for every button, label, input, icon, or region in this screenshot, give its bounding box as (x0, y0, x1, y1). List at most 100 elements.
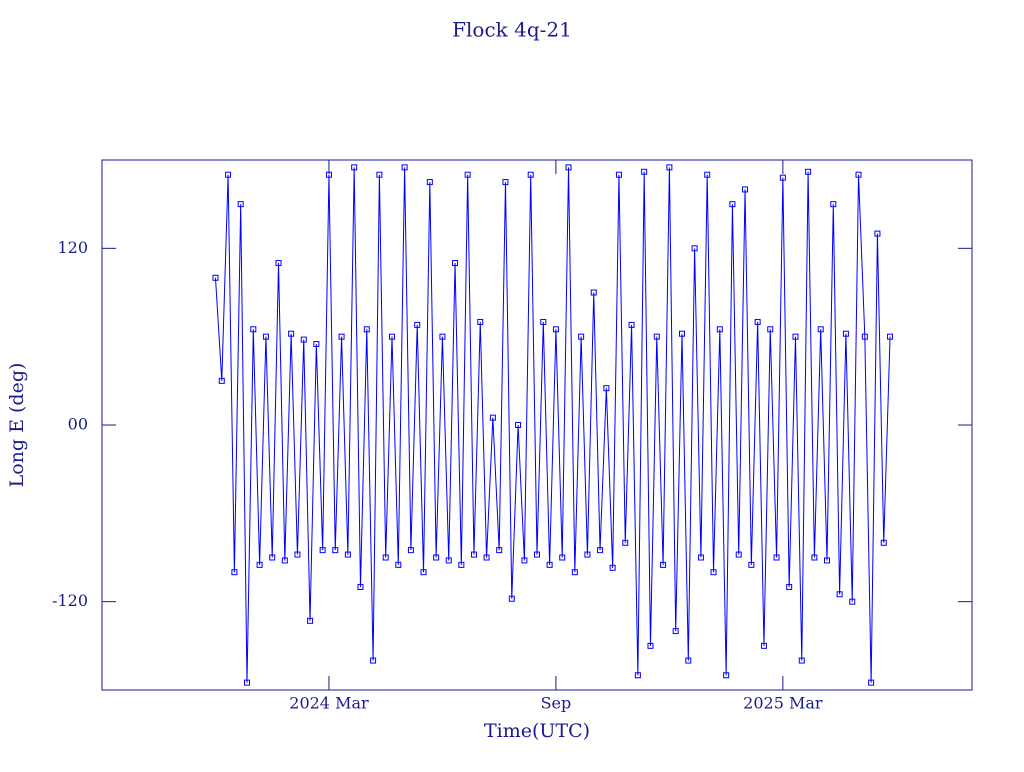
data-point (691, 245, 698, 252)
data-point (584, 551, 591, 558)
data-point (880, 539, 887, 546)
data-point (798, 657, 805, 664)
data-point (861, 333, 868, 340)
data-point (660, 561, 667, 568)
data-point (540, 318, 547, 325)
data-point (218, 377, 225, 384)
x-tick-label: 2024 Mar (289, 694, 369, 713)
data-point (697, 554, 704, 561)
x-axis-label: Time(UTC) (484, 720, 590, 742)
data-point (735, 551, 742, 558)
data-point (685, 657, 692, 664)
data-point (786, 583, 793, 590)
data-point (824, 557, 830, 564)
data-point (407, 547, 414, 554)
x-tick-label: Sep (541, 694, 572, 713)
data-point (716, 326, 723, 333)
data-point (836, 591, 843, 598)
data-point (679, 330, 685, 337)
data-point (641, 168, 648, 175)
data-point (370, 657, 377, 664)
data-point (389, 333, 395, 340)
data-point (855, 171, 862, 178)
data-point (534, 551, 540, 558)
data-point (792, 333, 799, 340)
data-point (357, 583, 364, 590)
data-point (262, 333, 269, 340)
data-point (376, 171, 383, 178)
data-point (874, 230, 881, 237)
data-point (338, 333, 345, 340)
data-point (830, 201, 837, 208)
data-point (294, 551, 301, 558)
data-point (439, 333, 446, 340)
y-axis-label: Long E (deg) (6, 363, 28, 488)
data-point (628, 321, 635, 328)
data-point (325, 171, 332, 178)
data-point (300, 336, 307, 343)
data-point (742, 186, 749, 193)
data-point (597, 547, 604, 554)
data-point (710, 569, 717, 576)
data-point (723, 672, 730, 679)
x-tick-label: 2025 Mar (743, 694, 823, 713)
data-point (313, 341, 320, 348)
data-point (237, 201, 244, 208)
chart-title: Flock 4q-21 (452, 18, 572, 42)
data-point (256, 561, 263, 568)
data-point (212, 274, 219, 281)
data-point (414, 321, 421, 328)
data-point (754, 318, 761, 325)
data-point (477, 318, 484, 325)
data-point (546, 561, 553, 568)
data-point (805, 168, 812, 175)
data-point (590, 289, 597, 296)
data-point (319, 547, 326, 554)
data-point (647, 642, 654, 649)
data-point (634, 672, 641, 679)
data-point (307, 617, 314, 624)
data-point (395, 561, 402, 568)
y-tick-label: 120 (57, 238, 88, 257)
data-point (502, 179, 509, 186)
data-point (508, 595, 515, 602)
data-point (288, 330, 295, 337)
data-point (464, 171, 471, 178)
data-point (344, 551, 351, 558)
data-point (868, 679, 875, 686)
data-point (842, 330, 849, 337)
data-point (760, 642, 767, 649)
data-point (527, 171, 534, 178)
y-tick-label: -120 (52, 591, 88, 610)
data-point (458, 561, 465, 568)
data-point (281, 557, 288, 564)
data-point (275, 260, 282, 267)
data-point (250, 326, 257, 333)
data-point (779, 174, 786, 181)
data-point (452, 260, 459, 267)
data-point (817, 326, 824, 333)
data-point (426, 179, 433, 186)
data-point (672, 628, 679, 635)
data-point (332, 547, 339, 554)
data-point (269, 554, 276, 561)
data-point (565, 164, 572, 171)
data-point (767, 326, 774, 333)
data-point (351, 164, 358, 171)
y-tick-label: 00 (68, 415, 88, 434)
data-point (470, 551, 477, 558)
data-point (445, 557, 452, 564)
data-point (887, 333, 894, 340)
data-point (515, 422, 522, 428)
data-point (748, 561, 755, 568)
data-point (704, 171, 711, 178)
data-point (615, 171, 622, 178)
data-point (603, 385, 610, 392)
data-point (489, 414, 496, 421)
data-point (849, 598, 856, 605)
data-point (401, 164, 408, 171)
data-point (811, 554, 818, 561)
data-point (231, 569, 238, 576)
